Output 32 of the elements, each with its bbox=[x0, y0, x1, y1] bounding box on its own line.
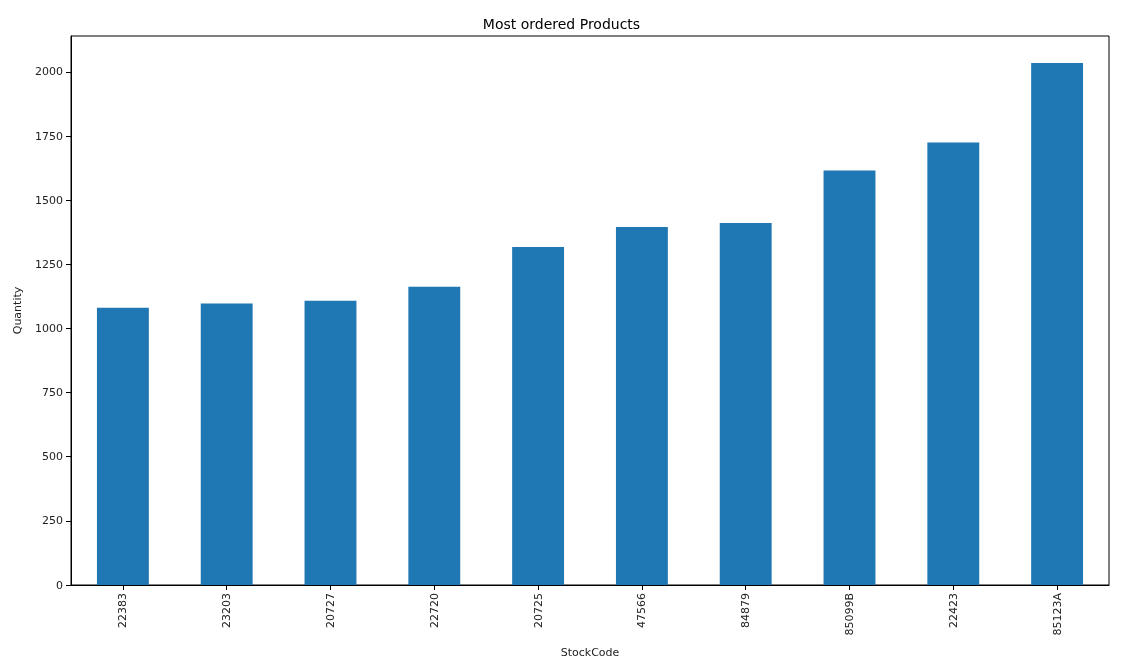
chart-title: Most ordered Products bbox=[482, 16, 641, 32]
x-tick-label: 22423 bbox=[946, 593, 960, 628]
x-tick-label: 22383 bbox=[116, 593, 130, 628]
x-tick-label: 20725 bbox=[531, 593, 545, 628]
x-tick-label: 23203 bbox=[220, 593, 234, 628]
bar bbox=[823, 170, 876, 585]
x-tick-label: 47566 bbox=[635, 593, 649, 628]
bar bbox=[927, 142, 980, 585]
y-tick-label: 1500 bbox=[35, 193, 63, 207]
x-tick-label: 22720 bbox=[427, 593, 441, 628]
bar bbox=[408, 286, 461, 585]
x-tick-label: 85099B bbox=[843, 593, 856, 636]
x-tick-label: 85123A bbox=[1050, 592, 1064, 636]
y-tick-label: 2000 bbox=[35, 65, 63, 79]
y-tick-label: 1250 bbox=[35, 257, 63, 271]
bar bbox=[512, 246, 565, 585]
y-axis-title: Quantity bbox=[11, 286, 24, 335]
y-tick-label: 1750 bbox=[35, 129, 63, 143]
bar bbox=[200, 303, 253, 585]
y-tick-label: 250 bbox=[42, 514, 63, 528]
y-tick-label: 1000 bbox=[35, 321, 63, 335]
bar bbox=[615, 227, 668, 585]
y-tick-label: 750 bbox=[42, 386, 63, 400]
bar bbox=[96, 307, 149, 585]
bar bbox=[719, 223, 772, 585]
bar bbox=[1031, 62, 1084, 585]
bar bbox=[304, 300, 357, 585]
x-tick-label: 20727 bbox=[324, 593, 337, 628]
x-tick-label: 84879 bbox=[739, 593, 753, 628]
y-tick-label: 0 bbox=[56, 578, 63, 592]
y-tick-label: 500 bbox=[42, 450, 63, 464]
x-axis-title: StockCode bbox=[560, 646, 620, 659]
